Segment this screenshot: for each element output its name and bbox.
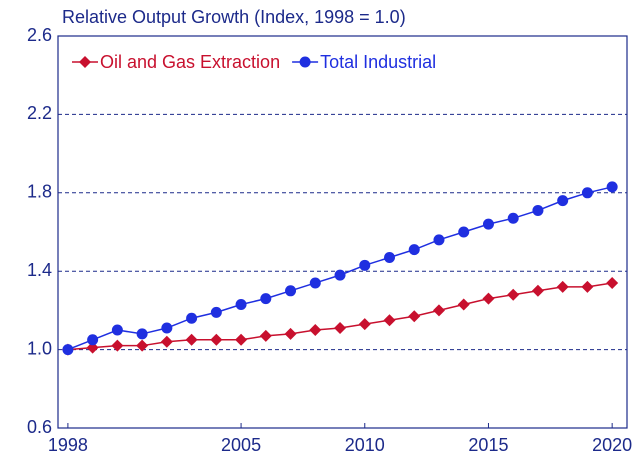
point	[507, 288, 520, 301]
point	[606, 276, 619, 289]
plot-frame	[57, 35, 628, 429]
point	[210, 333, 223, 346]
point	[581, 280, 594, 293]
point	[210, 306, 222, 318]
series-line	[67, 282, 613, 351]
point	[62, 344, 74, 356]
point	[334, 269, 346, 281]
point	[111, 339, 124, 352]
point	[557, 195, 569, 207]
point	[432, 304, 445, 317]
point	[383, 314, 396, 327]
point	[334, 322, 347, 335]
legend-label: Oil and Gas Extraction	[100, 52, 280, 72]
y-tick-label: 1.8	[27, 182, 52, 202]
point	[458, 226, 470, 238]
x-tick-label: 2005	[221, 435, 261, 455]
point	[284, 327, 297, 340]
point	[259, 329, 272, 342]
point	[136, 328, 148, 340]
point	[408, 244, 420, 256]
point	[358, 318, 371, 331]
point	[309, 277, 321, 289]
point	[235, 333, 248, 346]
point	[408, 310, 421, 323]
legend-label: Total Industrial	[320, 52, 436, 72]
point	[482, 292, 495, 305]
y-tick-label: 2.2	[27, 103, 52, 123]
legend-marker	[299, 56, 311, 68]
point	[86, 341, 99, 354]
y-tick-label: 2.6	[27, 25, 52, 45]
point	[531, 284, 544, 297]
point	[532, 204, 544, 216]
point	[606, 181, 618, 193]
x-tick-label: 2020	[592, 435, 632, 455]
point	[309, 324, 322, 336]
point	[359, 259, 371, 271]
point	[482, 218, 494, 230]
point	[433, 234, 445, 246]
point	[384, 251, 396, 263]
point	[235, 299, 247, 311]
point	[111, 324, 123, 336]
y-tick-label: 0.6	[27, 417, 52, 437]
point	[160, 335, 173, 348]
point	[185, 333, 198, 346]
point	[136, 339, 149, 352]
point	[87, 334, 99, 346]
x-tick-label: 2010	[345, 435, 385, 455]
x-tick-label: 2015	[468, 435, 508, 455]
chart-title: Relative Output Growth (Index, 1998 = 1.…	[62, 7, 406, 27]
point	[507, 212, 519, 224]
x-tick-label: 1998	[48, 435, 88, 455]
point	[186, 312, 198, 324]
point	[260, 293, 272, 305]
y-tick-label: 1.0	[27, 338, 52, 358]
legend-marker	[79, 56, 91, 68]
point	[161, 322, 173, 334]
y-tick-label: 1.4	[27, 260, 52, 280]
point	[285, 285, 297, 297]
point	[581, 187, 593, 199]
point	[556, 280, 569, 293]
point	[457, 298, 470, 311]
